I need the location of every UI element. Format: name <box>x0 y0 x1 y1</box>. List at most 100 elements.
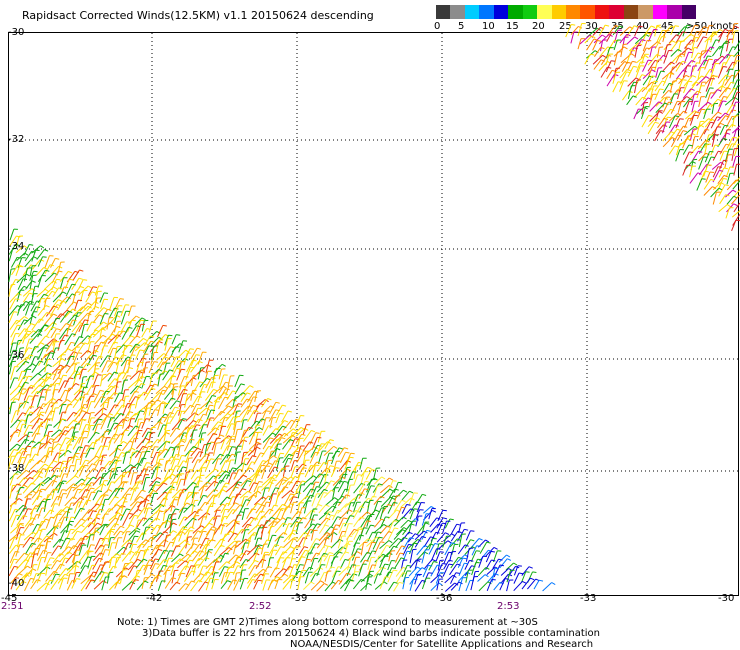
wind-barb <box>44 322 54 332</box>
wind-barb <box>388 538 399 549</box>
wind-barb <box>197 367 202 380</box>
wind-barb <box>457 557 464 568</box>
wind-barb <box>93 514 98 528</box>
wind-barb-flag <box>24 316 28 320</box>
wind-barb <box>704 144 708 156</box>
wind-barb-flag <box>236 561 241 565</box>
wind-barb <box>683 125 696 136</box>
wind-barb <box>626 50 632 64</box>
wind-barb-flag <box>638 108 643 111</box>
wind-barb-flag <box>391 567 396 569</box>
wind-barb <box>149 577 156 589</box>
wind-barb-flag <box>591 35 596 39</box>
wind-barb <box>99 473 104 485</box>
wind-barb <box>323 552 330 562</box>
wind-barb <box>45 305 55 317</box>
wind-barb <box>192 525 202 534</box>
wind-barb-flag <box>344 551 350 554</box>
wind-barb-flag <box>291 434 296 438</box>
wind-barb <box>121 403 128 417</box>
wind-barb <box>141 474 146 485</box>
wind-barb-flag <box>58 270 63 273</box>
wind-barb-flag <box>251 461 256 464</box>
wind-barb-flag <box>73 545 78 548</box>
wind-barb <box>72 537 82 550</box>
wind-barb <box>170 410 179 423</box>
wind-barb <box>675 143 681 156</box>
wind-barb <box>106 385 116 395</box>
wind-barb-flag <box>677 48 682 52</box>
wind-barb <box>71 423 77 438</box>
wind-barb-flag <box>208 550 213 554</box>
wind-barb-flag <box>141 500 146 503</box>
wind-barb-flag <box>274 544 280 547</box>
wind-barb <box>262 425 269 436</box>
wind-barb-flag <box>661 80 666 83</box>
wind-barb-flag <box>56 560 61 563</box>
wind-barb <box>9 431 15 442</box>
wind-barb-flag <box>114 422 119 425</box>
wind-barb <box>240 452 245 466</box>
wind-barb-flag <box>389 477 394 481</box>
wind-barb <box>395 536 405 548</box>
wind-barb-flag <box>72 319 77 322</box>
wind-barb <box>80 579 90 592</box>
wind-barb <box>155 539 165 550</box>
wind-barb-flag <box>304 546 309 549</box>
wind-barb <box>185 565 192 578</box>
wind-barb-flag <box>66 399 71 403</box>
wind-barb-flag <box>345 451 350 454</box>
legend-swatch <box>594 5 610 19</box>
wind-barb <box>656 54 664 64</box>
wind-barb-flag <box>103 572 109 574</box>
wind-barb <box>219 405 229 416</box>
wind-barb-flag <box>306 495 311 499</box>
wind-barb-flag <box>131 447 136 451</box>
wind-barb-flag <box>94 371 99 375</box>
wind-barb <box>178 340 184 353</box>
wind-barb-flag <box>299 564 304 566</box>
legend-swatch <box>580 5 596 19</box>
wind-barb <box>65 325 70 337</box>
wind-barb-flag <box>137 481 142 484</box>
wind-barb <box>22 384 32 395</box>
wind-barb <box>99 313 105 325</box>
wind-barb-flag <box>269 437 274 440</box>
wind-barb <box>185 530 190 542</box>
wind-barb-flag <box>43 347 48 349</box>
wind-barb-flag <box>464 528 469 531</box>
wind-barb <box>114 537 119 549</box>
wind-barb-flag <box>182 418 187 420</box>
wind-barb <box>331 566 339 578</box>
wind-barb <box>316 492 324 506</box>
wind-barb-flag <box>249 385 254 388</box>
wind-barb <box>712 151 719 161</box>
wind-barb-flag <box>203 494 208 497</box>
wind-barb <box>22 395 30 409</box>
wind-barb-flag <box>16 483 21 486</box>
wind-barb <box>711 103 715 114</box>
wind-barb <box>379 555 385 569</box>
wind-barb <box>641 115 650 128</box>
wind-barb-flag <box>181 572 186 575</box>
wind-barb-flag <box>171 355 176 359</box>
wind-barb <box>128 515 135 527</box>
wind-barb <box>151 392 160 402</box>
wind-barb <box>691 37 696 51</box>
wind-barb-flag <box>211 395 217 397</box>
wind-barb <box>267 451 272 465</box>
wind-barb-flag <box>62 291 67 295</box>
wind-barb <box>24 251 33 262</box>
wind-barb <box>22 331 28 344</box>
wind-barb <box>276 479 283 493</box>
wind-barb-flag <box>198 579 203 583</box>
wind-barb <box>107 504 118 513</box>
wind-barb <box>94 467 102 480</box>
wind-barb <box>100 513 106 527</box>
wind-barb-flag <box>121 452 126 454</box>
wind-barb <box>141 320 145 332</box>
wind-barb-flag <box>28 395 33 397</box>
wind-barb-flag <box>252 579 257 581</box>
wind-barb-flag <box>245 499 251 501</box>
wind-barb <box>37 507 43 519</box>
